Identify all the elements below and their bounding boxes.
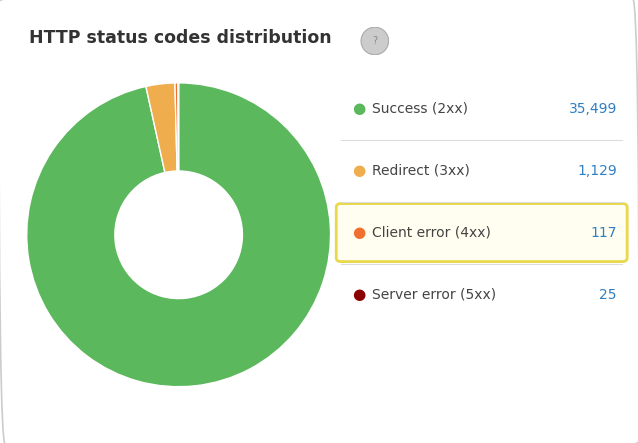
Text: ●: ● (353, 225, 366, 240)
Text: ●: ● (353, 101, 366, 116)
Wedge shape (175, 83, 179, 171)
Wedge shape (27, 83, 330, 387)
Text: ?: ? (372, 36, 378, 46)
Text: Redirect (3xx): Redirect (3xx) (372, 163, 470, 178)
Wedge shape (178, 83, 179, 171)
Text: 117: 117 (590, 225, 617, 240)
Text: 1,129: 1,129 (577, 163, 617, 178)
Text: HTTP status codes distribution: HTTP status codes distribution (29, 29, 331, 47)
Wedge shape (146, 83, 177, 172)
Text: 35,499: 35,499 (568, 101, 617, 116)
Text: Server error (5xx): Server error (5xx) (372, 288, 496, 302)
Text: 25: 25 (600, 288, 617, 302)
Text: ●: ● (353, 163, 366, 178)
Text: Client error (4xx): Client error (4xx) (372, 225, 491, 240)
Circle shape (361, 27, 389, 55)
Text: Success (2xx): Success (2xx) (372, 101, 468, 116)
Text: ?: ? (371, 36, 378, 46)
Text: ●: ● (353, 287, 366, 302)
